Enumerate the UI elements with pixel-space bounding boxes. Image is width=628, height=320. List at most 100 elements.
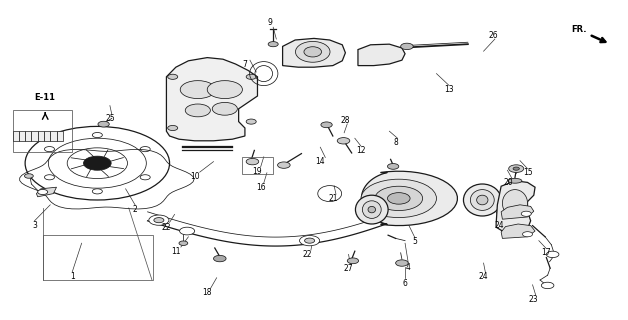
Text: 8: 8	[393, 138, 398, 147]
Circle shape	[140, 175, 150, 180]
Text: 3: 3	[32, 221, 37, 230]
Text: 23: 23	[529, 295, 539, 304]
Circle shape	[179, 241, 188, 245]
Circle shape	[396, 260, 408, 266]
Text: 11: 11	[171, 247, 181, 256]
Circle shape	[168, 125, 178, 131]
Circle shape	[140, 147, 150, 152]
Circle shape	[321, 122, 332, 128]
Text: 14: 14	[315, 157, 325, 166]
Ellipse shape	[362, 201, 381, 219]
Polygon shape	[496, 181, 535, 232]
Text: E-11: E-11	[35, 93, 56, 102]
Circle shape	[541, 282, 554, 289]
Text: 18: 18	[202, 288, 212, 297]
Ellipse shape	[508, 179, 522, 183]
Polygon shape	[362, 171, 457, 226]
Bar	[25, 131, 31, 141]
Circle shape	[92, 189, 102, 194]
Circle shape	[246, 158, 259, 165]
Text: 12: 12	[356, 146, 366, 155]
Text: 25: 25	[105, 114, 115, 123]
Circle shape	[509, 165, 524, 172]
Text: 7: 7	[242, 60, 247, 68]
Polygon shape	[501, 224, 535, 238]
Polygon shape	[283, 38, 345, 67]
Circle shape	[212, 102, 237, 115]
Bar	[50, 131, 57, 141]
Circle shape	[268, 42, 278, 47]
Text: 21: 21	[328, 194, 338, 203]
Text: 9: 9	[268, 18, 273, 27]
Circle shape	[278, 162, 290, 168]
Circle shape	[154, 218, 164, 223]
Bar	[13, 110, 72, 152]
Circle shape	[180, 227, 195, 235]
Circle shape	[98, 121, 109, 127]
Text: 15: 15	[522, 168, 533, 177]
Circle shape	[214, 255, 226, 262]
Bar	[242, 157, 273, 174]
Circle shape	[207, 81, 242, 99]
Circle shape	[168, 74, 178, 79]
Circle shape	[401, 43, 413, 50]
Ellipse shape	[470, 189, 494, 211]
Circle shape	[185, 104, 210, 117]
Bar	[13, 131, 19, 141]
Text: 17: 17	[541, 248, 551, 257]
Text: 2: 2	[133, 205, 138, 214]
Circle shape	[387, 164, 399, 169]
Polygon shape	[501, 205, 534, 219]
Circle shape	[337, 138, 350, 144]
Text: 4: 4	[406, 263, 411, 272]
Bar	[31, 131, 38, 141]
Text: 1: 1	[70, 272, 75, 281]
Circle shape	[246, 74, 256, 79]
Circle shape	[361, 179, 436, 218]
Text: 10: 10	[190, 172, 200, 180]
Text: 24: 24	[479, 272, 489, 281]
Ellipse shape	[304, 47, 322, 57]
Circle shape	[149, 215, 169, 225]
Bar	[43, 235, 153, 280]
Polygon shape	[358, 44, 405, 66]
Bar	[57, 131, 63, 141]
Text: 20: 20	[504, 178, 514, 187]
Circle shape	[300, 236, 320, 246]
Circle shape	[546, 251, 559, 258]
Polygon shape	[36, 187, 57, 197]
Text: 26: 26	[488, 31, 498, 40]
Text: 22: 22	[161, 223, 171, 232]
Text: 13: 13	[444, 85, 454, 94]
Circle shape	[84, 156, 111, 170]
Text: 5: 5	[412, 237, 417, 246]
Circle shape	[38, 189, 48, 195]
Circle shape	[347, 258, 359, 264]
Text: 24: 24	[494, 221, 504, 230]
Ellipse shape	[463, 184, 501, 216]
Circle shape	[45, 175, 55, 180]
Text: 19: 19	[252, 167, 263, 176]
Bar	[38, 131, 44, 141]
Ellipse shape	[295, 42, 330, 62]
Polygon shape	[166, 58, 257, 141]
Circle shape	[387, 193, 410, 204]
Circle shape	[246, 119, 256, 124]
Circle shape	[92, 132, 102, 138]
Circle shape	[180, 81, 215, 99]
Circle shape	[45, 147, 55, 152]
Circle shape	[305, 238, 315, 243]
Ellipse shape	[477, 195, 488, 205]
Circle shape	[513, 167, 519, 170]
Circle shape	[521, 211, 531, 216]
Text: 16: 16	[256, 183, 266, 192]
Text: 22: 22	[303, 250, 313, 259]
Bar	[44, 131, 50, 141]
Ellipse shape	[502, 189, 528, 217]
Text: FR.: FR.	[571, 25, 587, 34]
Circle shape	[522, 232, 533, 237]
Ellipse shape	[355, 195, 388, 224]
Circle shape	[375, 186, 423, 211]
Text: 28: 28	[340, 116, 350, 124]
Ellipse shape	[368, 206, 376, 213]
